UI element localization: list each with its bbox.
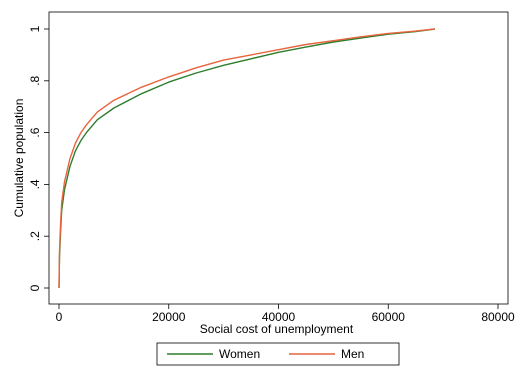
x-tick-label: 40000	[262, 310, 296, 324]
legend: Women Men	[156, 342, 400, 366]
y-tick-label: .4	[28, 179, 42, 189]
x-axis: 0 20000 40000 60000 80000	[56, 304, 515, 324]
legend-box	[156, 342, 400, 366]
y-tick-label: .6	[28, 127, 42, 137]
x-tick-label: 20000	[152, 310, 186, 324]
y-tick-label: 1	[28, 25, 42, 32]
series-line-women	[58, 28, 435, 289]
y-tick-label: .8	[28, 75, 42, 85]
y-axis: 0 .2 .4 .6 .8 1	[28, 25, 49, 291]
x-tick-label: 0	[56, 310, 63, 324]
y-tick-label: .2	[28, 231, 42, 241]
series-line-men	[58, 28, 435, 289]
x-axis-label: Social cost of unemployment	[200, 322, 354, 336]
legend-label-men: Men	[341, 347, 364, 361]
series-layer	[58, 28, 435, 289]
x-tick-label: 60000	[372, 310, 406, 324]
x-tick-label: 80000	[481, 310, 515, 324]
y-tick-label: 0	[28, 284, 42, 291]
legend-label-women: Women	[219, 347, 260, 361]
y-axis-label: Cumulative population	[12, 99, 26, 218]
